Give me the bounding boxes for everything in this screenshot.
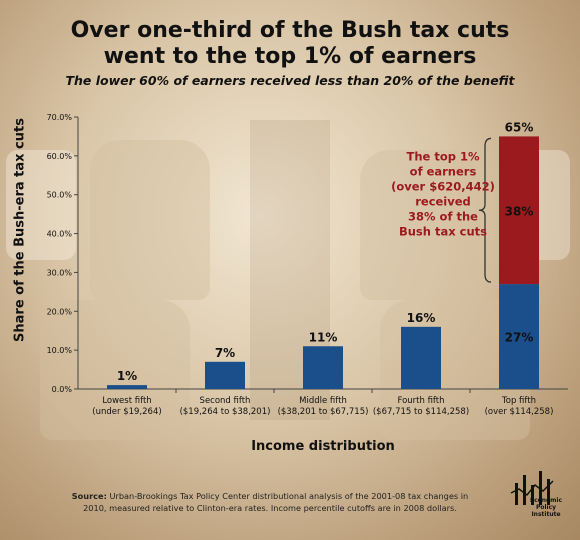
bar-value-label: 16% (407, 311, 436, 325)
background-window (6, 150, 76, 260)
y-tick-label: 60.0% (47, 152, 73, 161)
y-tick-label: 50.0% (47, 191, 73, 200)
bar (205, 361, 245, 389)
bar (107, 385, 147, 389)
annotation-line: received (415, 194, 471, 208)
stack-segment-label: 38% (505, 204, 534, 218)
chart-subtitle: The lower 60% of earners received less t… (65, 73, 515, 88)
bar (401, 326, 441, 389)
bar-value-label: 65% (505, 120, 534, 134)
x-axis-title: Income distribution (251, 439, 395, 454)
background-seat (90, 140, 210, 300)
annotation-brace (478, 137, 492, 283)
stack-segment-label: 27% (505, 331, 534, 345)
bar-segment-top-fifth-lower (499, 284, 539, 389)
bar-value-label: 1% (117, 369, 137, 383)
x-category-label: Fourth fifth (397, 396, 444, 406)
x-category-label: Lowest fifth (102, 396, 151, 406)
chart-title-line-1: Over one-third of the Bush tax cuts (70, 18, 510, 43)
chart-title-line-2: went to the top 1% of earners (103, 44, 477, 69)
x-category-range: (under $19,264) (92, 407, 161, 417)
annotation-line: of earners (410, 164, 477, 178)
x-category-label: Middle fifth (299, 396, 347, 406)
logo-word: Policy (535, 504, 557, 511)
bar (303, 346, 343, 389)
bar-value-label: 7% (215, 346, 235, 360)
annotation-line: Bush tax cuts (399, 224, 487, 238)
background-seat (360, 150, 480, 300)
x-category-range: (over $114,258) (485, 407, 554, 417)
x-category-range: ($19,264 to $38,201) (180, 407, 271, 417)
source-text: Urban-Brookings Tax Policy Center distri… (83, 491, 469, 513)
y-tick-label: 0.0% (52, 385, 73, 394)
epi-logo-text: Economic Policy Institute (526, 497, 566, 518)
logo-word: Institute (531, 511, 561, 518)
y-tick-label: 70.0% (47, 113, 73, 122)
bar-segment-top-1-percent (499, 136, 539, 285)
annotation-line: (over $620,442) (391, 179, 495, 193)
background-seat (40, 300, 190, 440)
x-category-range: ($38,201 to $67,715) (278, 407, 369, 417)
y-tick-label: 10.0% (47, 346, 73, 355)
y-tick-label: 40.0% (47, 230, 73, 239)
epi-logo-icon (510, 471, 554, 505)
y-tick-label: 20.0% (47, 307, 73, 316)
x-category-range: ($67,715 to $114,258) (373, 407, 469, 417)
annotation-line: 38% of the (408, 209, 478, 223)
source-note: Source: Urban-Brookings Tax Policy Cente… (60, 490, 480, 514)
x-category-label: Top fifth (501, 396, 536, 406)
logo-word: Economic (529, 497, 563, 504)
chart-title: Over one-third of the Bush tax cuts went… (0, 18, 580, 70)
x-category-label: Second fifth (200, 396, 251, 406)
y-tick-label: 30.0% (47, 268, 73, 277)
source-label: Source: (71, 491, 107, 501)
annotation-line: The top 1% (407, 149, 480, 163)
bar-value-label: 11% (309, 330, 338, 344)
